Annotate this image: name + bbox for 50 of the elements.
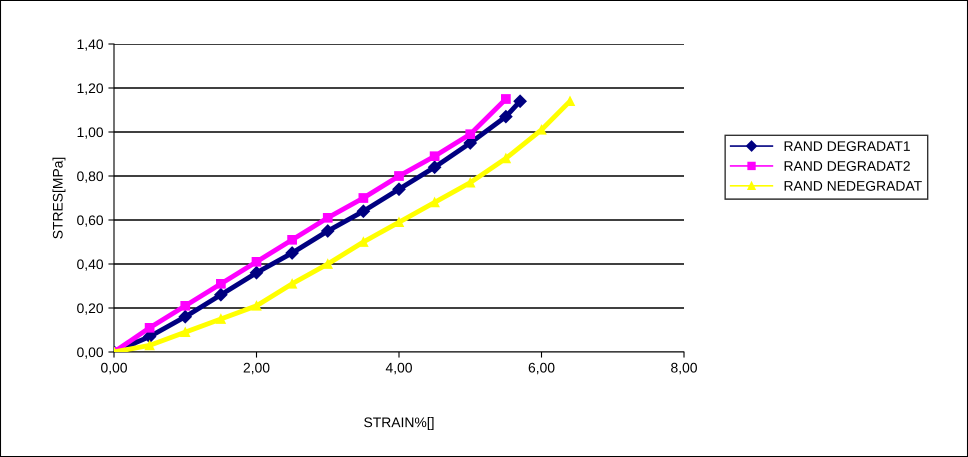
x-tick-label: 2,00: [244, 362, 270, 374]
legend-label: RAND DEGRADAT2: [784, 161, 910, 171]
y-tick-label: 0,20: [77, 303, 104, 315]
y-tick-label: 0,40: [77, 259, 104, 271]
point: [430, 151, 440, 162]
point: [216, 278, 226, 289]
point: [358, 237, 368, 247]
y-tick-label: 1,20: [78, 83, 104, 95]
point: [358, 193, 368, 203]
point: [178, 310, 192, 324]
point: [252, 256, 262, 267]
point: [216, 314, 226, 324]
x-axis-title: STRAIN%[]: [364, 417, 434, 430]
y-tick-label: 0,80: [77, 171, 104, 183]
point: [501, 154, 511, 164]
point: [144, 340, 154, 350]
y-axis-title: STRES[MPa]: [52, 158, 66, 239]
point: [287, 278, 297, 289]
point: [499, 110, 512, 124]
legend-label: RAND NEDEGRADAT: [784, 180, 922, 191]
point: [356, 204, 370, 218]
point: [514, 94, 527, 108]
legend-label: RAND DEGRADAT1: [784, 141, 910, 152]
point: [322, 212, 333, 223]
x-tick-label: 4,00: [386, 362, 412, 374]
point: [321, 224, 334, 238]
point: [428, 160, 442, 174]
y-tick-label: 1,00: [78, 127, 104, 139]
x-tick-label: 6,00: [528, 362, 554, 374]
point: [430, 198, 440, 208]
point: [322, 259, 333, 269]
x-tick-label: 8,00: [671, 362, 697, 374]
point: [214, 288, 228, 302]
point: [144, 322, 154, 333]
point: [250, 266, 264, 280]
point: [465, 129, 476, 140]
y-tick-label: 1,40: [78, 39, 104, 51]
y-tick-label: 0,60: [77, 215, 104, 227]
point: [394, 171, 404, 181]
point: [180, 300, 190, 311]
point: [252, 300, 262, 311]
point: [286, 246, 299, 260]
point: [392, 182, 406, 196]
point: [287, 234, 297, 245]
point: [394, 217, 404, 228]
x-tick-label: 0,00: [101, 362, 127, 374]
point: [465, 178, 476, 188]
point: [501, 94, 511, 104]
point: [180, 327, 190, 338]
y-tick-label: 0,00: [77, 347, 104, 359]
